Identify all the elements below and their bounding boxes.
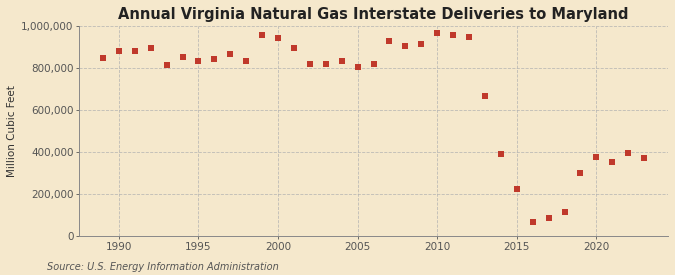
Point — [336, 59, 347, 63]
Point — [368, 62, 379, 66]
Point — [495, 152, 506, 157]
Point — [543, 215, 554, 220]
Y-axis label: Million Cubic Feet: Million Cubic Feet — [7, 85, 17, 177]
Text: Source: U.S. Energy Information Administration: Source: U.S. Energy Information Administ… — [47, 262, 279, 272]
Point — [464, 35, 475, 39]
Point — [161, 63, 172, 68]
Point — [400, 44, 411, 48]
Point — [288, 46, 299, 51]
Point — [193, 58, 204, 63]
Point — [273, 36, 284, 40]
Point — [241, 58, 252, 63]
Point — [352, 65, 363, 70]
Point — [432, 31, 443, 35]
Point — [145, 46, 156, 51]
Point — [384, 39, 395, 43]
Point — [130, 48, 140, 53]
Point — [527, 220, 538, 225]
Point — [97, 56, 108, 61]
Point — [225, 51, 236, 56]
Point — [448, 32, 458, 37]
Point — [209, 57, 220, 61]
Point — [575, 171, 586, 175]
Point — [623, 151, 634, 156]
Point — [607, 160, 618, 164]
Point — [177, 55, 188, 59]
Point — [304, 62, 315, 66]
Point — [256, 32, 267, 37]
Point — [591, 155, 602, 160]
Point — [479, 94, 490, 98]
Point — [416, 42, 427, 46]
Point — [321, 62, 331, 66]
Point — [113, 49, 124, 53]
Point — [512, 186, 522, 191]
Point — [639, 156, 649, 160]
Title: Annual Virginia Natural Gas Interstate Deliveries to Maryland: Annual Virginia Natural Gas Interstate D… — [118, 7, 629, 22]
Point — [559, 210, 570, 214]
